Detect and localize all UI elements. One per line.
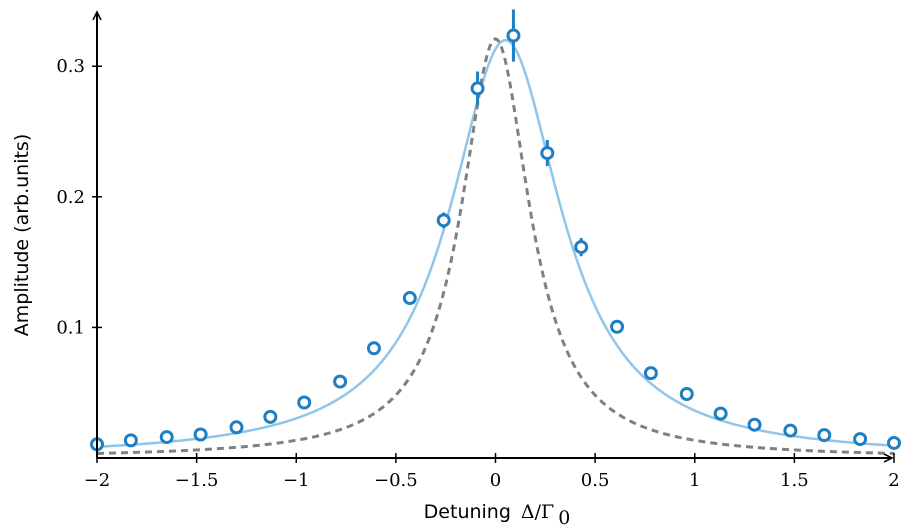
x-tick-label: −1.5: [175, 470, 219, 491]
data-point: [263, 409, 278, 424]
data-point: [887, 435, 901, 450]
data-point: [574, 240, 589, 255]
data-points-layer: [90, 9, 901, 452]
data-point: [506, 28, 521, 43]
data-point: [123, 433, 138, 448]
data-point: [817, 428, 832, 443]
data-point: [366, 341, 381, 356]
data-point: [713, 406, 728, 421]
data-point: [610, 319, 625, 334]
y-axis-label: Amplitude (arb.units): [11, 134, 33, 337]
x-axis-label-subscript: 0: [558, 507, 570, 528]
x-tick-label: −1: [283, 470, 310, 491]
x-tick-label: −2: [84, 470, 111, 491]
reference-curve-dashed: [96, 37, 895, 455]
data-point: [783, 423, 798, 438]
data-point: [229, 420, 244, 435]
data-point: [297, 395, 312, 410]
data-point: [333, 374, 348, 389]
data-point: [540, 146, 555, 161]
data-point: [853, 432, 868, 447]
y-tick-label: 0.2: [56, 187, 85, 208]
data-point: [436, 213, 451, 228]
data-point: [159, 430, 174, 445]
x-tick-label: 2: [888, 470, 899, 491]
fit-curve: [96, 38, 895, 449]
ticks-layer: −2 −1.5 −1 −0.5 0 0.5 1 1.5 2 0.1 0.2 0.3: [56, 56, 899, 491]
x-tick-label: 0: [490, 470, 501, 491]
x-tick-label: 1.5: [780, 470, 809, 491]
y-tick-label: 0.1: [56, 317, 85, 338]
x-axis-label-text: Detuning: [424, 501, 511, 523]
x-axis-label-math: Δ/Γ: [521, 501, 554, 523]
data-point: [643, 366, 658, 381]
data-point: [747, 417, 762, 432]
x-axis-label: Detuning Δ/Γ 0: [424, 501, 571, 528]
curves-layer: [96, 37, 895, 455]
x-tick-label: 0.5: [581, 470, 610, 491]
y-tick-label: 0.3: [56, 56, 85, 77]
data-point: [470, 81, 485, 96]
axes: [97, 12, 892, 458]
data-point: [679, 387, 694, 402]
data-point: [193, 427, 208, 442]
x-tick-label: −0.5: [374, 470, 418, 491]
data-point: [402, 291, 417, 306]
x-tick-label: 1: [689, 470, 700, 491]
